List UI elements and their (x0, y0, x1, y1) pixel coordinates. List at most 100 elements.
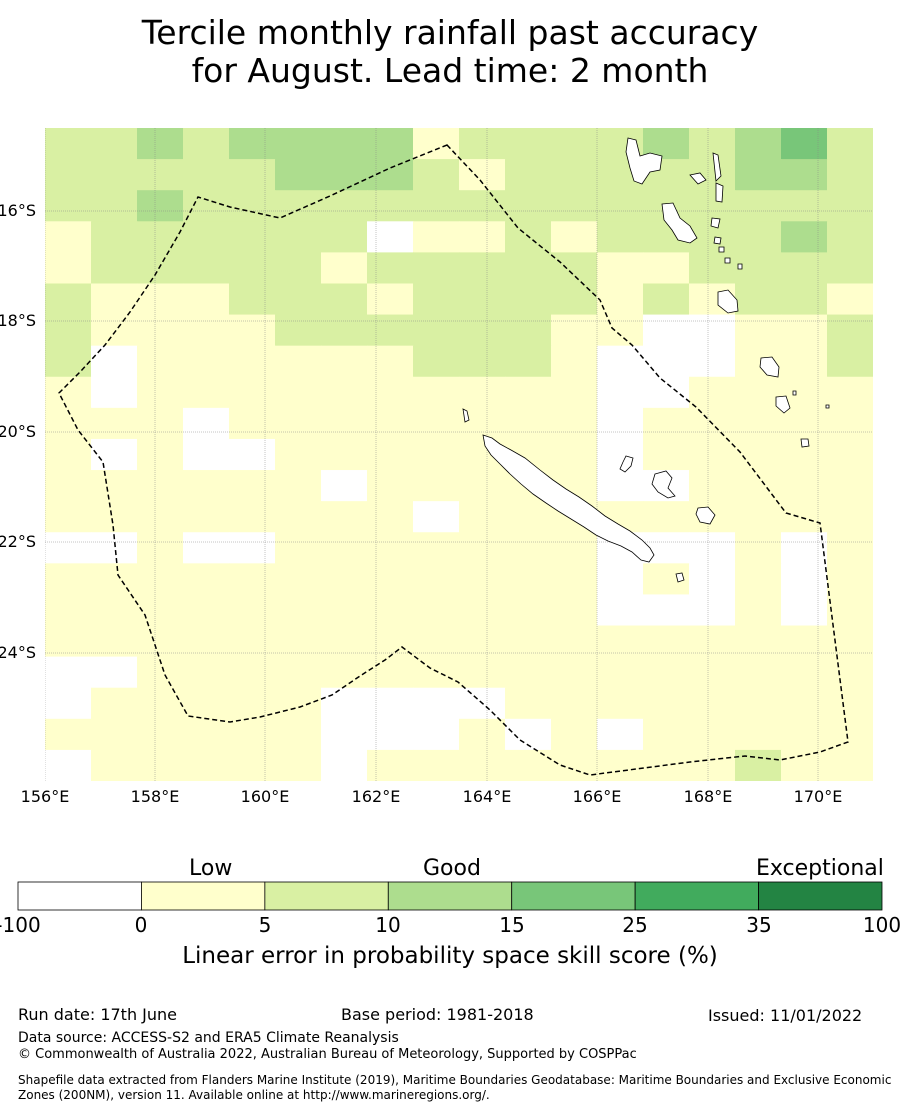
grid-cell (551, 221, 598, 253)
grid-cell (137, 501, 184, 533)
colorbar-segment (387, 881, 513, 911)
grid-cell (781, 749, 828, 781)
grid-cell (137, 376, 184, 409)
colorbar-tick: 5 (258, 913, 272, 937)
grid-cell (505, 345, 552, 378)
grid-cell (597, 656, 644, 689)
grid-cell (781, 470, 828, 502)
grid-cell (459, 656, 506, 689)
grid-cell (137, 283, 184, 316)
grid-cell (827, 159, 873, 191)
lat-label-16s: 16°S (0, 201, 36, 220)
grid-cell (367, 252, 414, 284)
grid-cell (45, 501, 92, 533)
grid-cell (827, 687, 873, 720)
vanuatu-small-4 (825, 404, 830, 409)
grid-cell (183, 159, 230, 191)
grid-cell (321, 376, 368, 409)
grid-cell (91, 749, 138, 781)
grid-cell (413, 407, 460, 440)
grid-cell (275, 563, 322, 595)
grid-cell (597, 594, 644, 627)
grid-cell (551, 407, 598, 440)
grid-cell (551, 159, 598, 191)
grid-cell (459, 128, 506, 160)
grid-cell (643, 283, 690, 316)
grid-cell (551, 252, 598, 284)
lon-label-160e: 160°E (240, 787, 290, 806)
vanuatu-tanna (775, 395, 791, 414)
colorbar-category-low: Low (189, 856, 233, 881)
lon-label-162e: 162°E (351, 787, 401, 806)
grid-cell (735, 252, 782, 284)
grid-cell (827, 470, 873, 502)
grid-cell (91, 563, 138, 595)
grid-cell (275, 625, 322, 658)
grid-cell (505, 314, 552, 347)
grid-cell (735, 376, 782, 409)
grid-cell (367, 656, 414, 689)
grid-cell (413, 501, 460, 533)
grid-cell (275, 501, 322, 533)
skill-grid (45, 128, 873, 781)
grid-cell (643, 345, 690, 378)
grid-cell (413, 314, 460, 347)
grid-cell (275, 345, 322, 378)
grid-cell (689, 345, 736, 378)
grid-cell (229, 687, 276, 720)
grid-cell (827, 407, 873, 440)
grid-cell (689, 656, 736, 689)
grid-cell (137, 438, 184, 471)
grid-cell (413, 221, 460, 253)
grid-cell (827, 532, 873, 564)
grid-cell (91, 625, 138, 658)
grid-cell (229, 749, 276, 781)
grid-cell (229, 345, 276, 378)
grid-cell (229, 656, 276, 689)
grid-cell (781, 252, 828, 284)
grid-cell (827, 190, 873, 222)
grid-cell (91, 283, 138, 316)
grid-cell (367, 345, 414, 378)
lon-label-168e: 168°E (683, 787, 733, 806)
grid-cell (45, 159, 92, 191)
grid-cell (91, 252, 138, 284)
grid-cell (597, 407, 644, 440)
grid-cell (459, 283, 506, 316)
grid-cell (321, 470, 368, 502)
grid-cell (781, 687, 828, 720)
vanuatu-aneityum (800, 438, 810, 448)
grid-cell (367, 407, 414, 440)
grid-cell (413, 345, 460, 378)
grid-cell (45, 718, 92, 751)
grid-cell (827, 221, 873, 253)
grid-cell (781, 407, 828, 440)
grid-cell (827, 718, 873, 751)
grid-cell (137, 625, 184, 658)
grid-cell (689, 532, 736, 564)
grid-cell (551, 656, 598, 689)
grid-cell (229, 594, 276, 627)
grid-cell (781, 563, 828, 595)
grid-cell (229, 470, 276, 502)
grid-cell (367, 128, 414, 160)
grid-cell (183, 501, 230, 533)
grid-cell (321, 190, 368, 222)
grid-cell (229, 159, 276, 191)
grid-cell (229, 407, 276, 440)
vanuatu-maewo (712, 152, 722, 182)
grid-cell (183, 687, 230, 720)
grid-cell (689, 376, 736, 409)
grid-cell (321, 625, 368, 658)
grid-cell (781, 283, 828, 316)
grid-cell (91, 159, 138, 191)
grid-cell (275, 438, 322, 471)
shapefile-credit: Shapefile data extracted from Flanders M… (18, 1073, 892, 1102)
grid-cell (183, 345, 230, 378)
grid-cell (643, 656, 690, 689)
colorbar (17, 881, 883, 911)
grid-cell (275, 656, 322, 689)
grid-cell (781, 718, 828, 751)
grid-cell (321, 532, 368, 564)
grid-cell (643, 594, 690, 627)
